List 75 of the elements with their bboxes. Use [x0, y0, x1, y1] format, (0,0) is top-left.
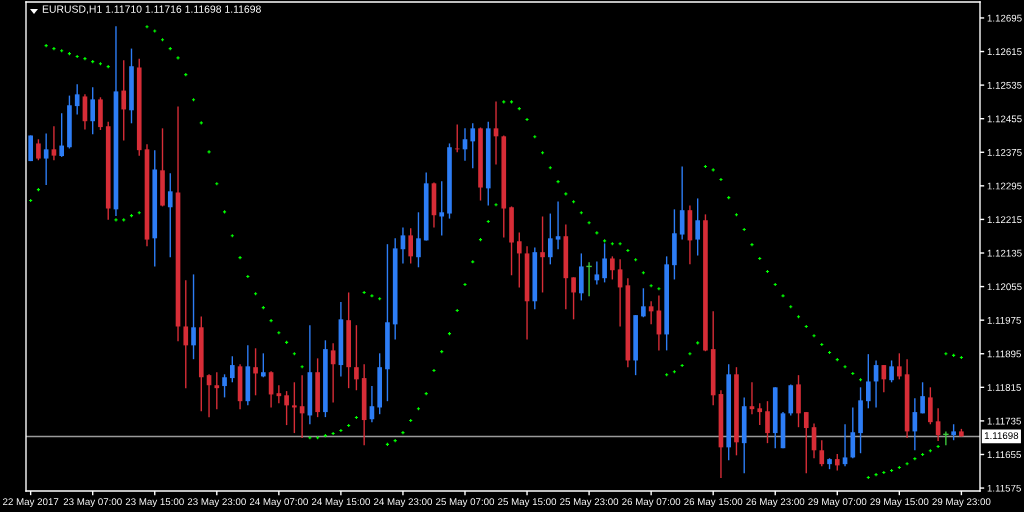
candlestick — [408, 227, 414, 265]
candlestick — [842, 423, 848, 467]
y-tick-label: 1.12375 — [987, 149, 1022, 156]
x-tick-label: 23 May 23:00 — [187, 498, 246, 508]
candlestick — [865, 353, 871, 410]
x-tick-label: 24 May 15:00 — [311, 498, 370, 508]
candlestick — [757, 402, 763, 426]
candlestick — [547, 212, 553, 266]
candlestick — [695, 197, 700, 257]
candlestick — [214, 371, 220, 410]
x-tick-label: 24 May 07:00 — [249, 498, 308, 508]
candlestick — [555, 200, 561, 250]
candlestick — [36, 138, 41, 161]
y-tick-label: 1.12535 — [987, 81, 1022, 89]
y-tick-label: 1.11895 — [987, 350, 1021, 358]
candlestick — [897, 352, 902, 381]
candlestick — [191, 273, 196, 360]
y-tick-label: 1.12055 — [987, 283, 1022, 291]
candlestick — [602, 242, 607, 284]
candlestick — [610, 255, 615, 281]
x-tick-label: 26 May 23:00 — [746, 498, 805, 508]
x-tick-label: 23 May 15:00 — [125, 498, 184, 508]
chart-title: EURUSD,H1 1.11710 1.11716 1.11698 1.11698 — [42, 5, 261, 15]
candlestick — [439, 180, 445, 237]
x-tick-label: 26 May 15:00 — [684, 498, 743, 508]
candlestick — [416, 211, 421, 268]
y-tick-label: 1.12615 — [987, 48, 1022, 56]
x-tick-label: 25 May 15:00 — [498, 498, 557, 508]
candlestick — [183, 279, 189, 389]
y-tick-label: 1.12695 — [987, 14, 1022, 22]
candlestick — [765, 400, 770, 444]
candlestick — [641, 287, 646, 318]
x-tick-label: 25 May 23:00 — [560, 498, 619, 508]
candlestick — [59, 112, 64, 158]
y-tick-label: 1.12295 — [987, 182, 1022, 190]
y-tick-label: 1.11975 — [987, 316, 1021, 324]
x-tick-label: 29 May 07:00 — [808, 498, 867, 508]
candlestick — [284, 390, 289, 426]
candlestick — [470, 122, 476, 169]
candlestick — [920, 381, 925, 415]
candlestick — [454, 123, 460, 153]
x-tick-label: 25 May 07:00 — [436, 498, 495, 508]
candlestick — [889, 359, 894, 383]
candlestick — [167, 172, 173, 258]
candlestick — [819, 439, 825, 467]
x-tick-label: 24 May 23:00 — [373, 498, 433, 508]
ref-line-label: 1.11698 — [984, 432, 1019, 440]
y-tick-label: 1.11575 — [987, 484, 1021, 492]
y-tick-label: 1.12215 — [987, 216, 1022, 224]
y-tick-label: 1.11735 — [987, 417, 1021, 425]
candlestick — [253, 347, 258, 396]
candlestick — [229, 355, 235, 383]
y-tick-label: 1.11815 — [987, 384, 1021, 391]
x-tick-label: 26 May 07:00 — [622, 498, 681, 508]
candlestick — [222, 373, 227, 399]
y-tick-label: 1.12455 — [987, 115, 1022, 123]
candlestick — [354, 324, 359, 391]
candlestick — [803, 411, 809, 475]
x-tick-label: 23 May 07:00 — [63, 498, 122, 508]
x-tick-label: 29 May 15:00 — [870, 498, 929, 508]
candlestick — [571, 276, 576, 321]
candlestick — [121, 59, 127, 142]
candlestick — [881, 364, 887, 394]
candlestick — [516, 231, 522, 289]
x-tick-label: 22 May 2017 — [3, 498, 59, 508]
candlestick — [43, 132, 49, 186]
candlestick — [292, 381, 297, 434]
candlestick — [51, 125, 57, 161]
candlestick — [261, 352, 266, 378]
candlestick — [74, 83, 80, 116]
x-tick-label: 29 May 23:00 — [932, 498, 991, 508]
y-tick-label: 1.12135 — [987, 249, 1022, 257]
y-tick-label: 1.11655 — [987, 451, 1021, 459]
candlestick — [540, 215, 545, 294]
candlestick — [90, 86, 96, 135]
